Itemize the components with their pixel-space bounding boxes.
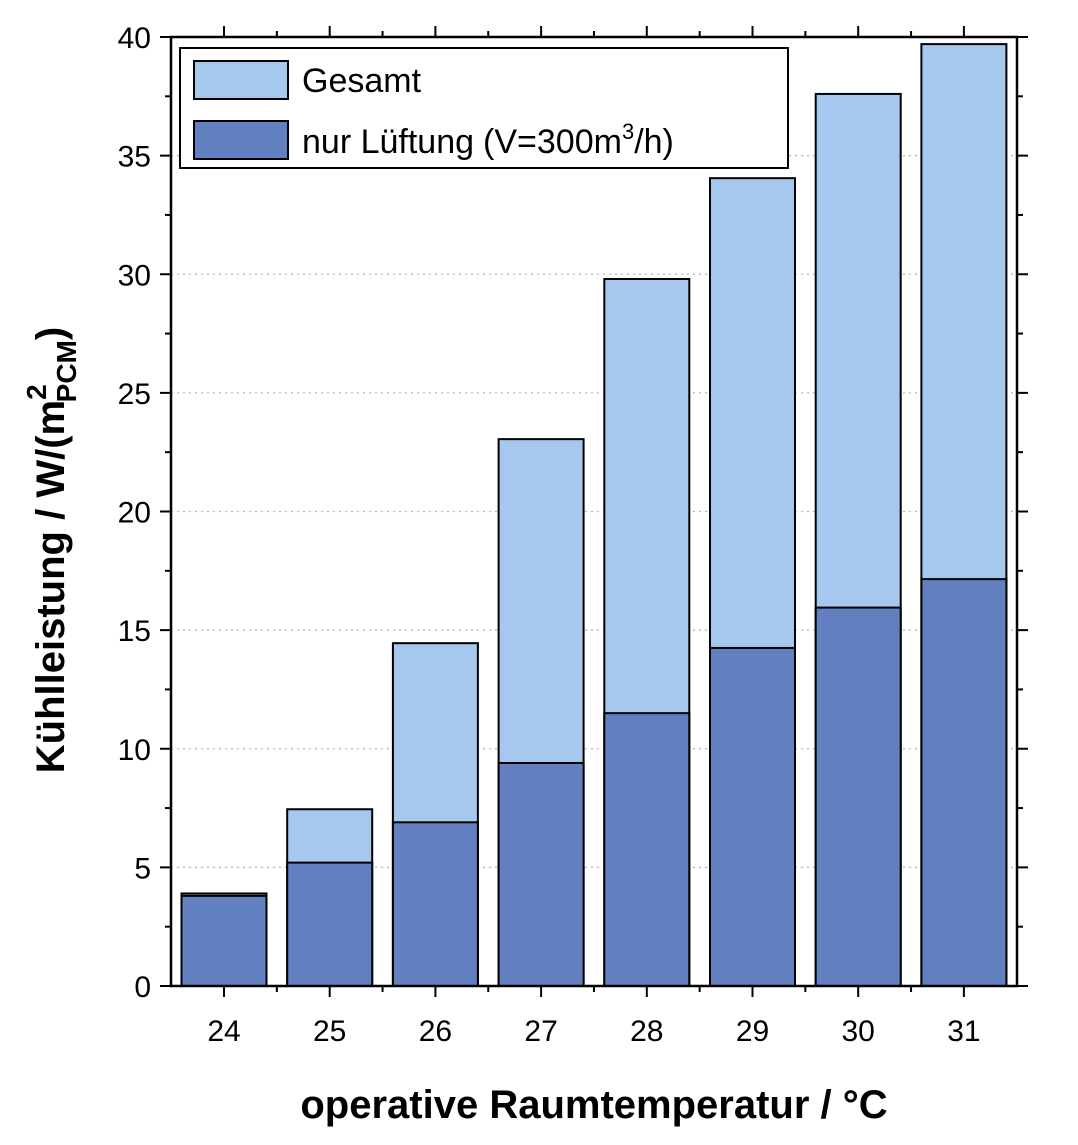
y-axis-title-sub: PCM xyxy=(51,340,82,402)
y-tick-label-20: 20 xyxy=(118,497,151,530)
legend-swatch-gesamt xyxy=(193,60,289,100)
y-axis-title-sup: 2 xyxy=(21,384,52,400)
bar-series1-31 xyxy=(920,578,1008,988)
y-axis-title-end: ) xyxy=(29,327,73,340)
y-tick-label-40: 40 xyxy=(118,22,151,55)
x-tick-label-25: 25 xyxy=(313,1015,346,1048)
bar-series1-24 xyxy=(180,894,268,987)
legend-label-nur-lueftung: nur Lüftung (V=300m3/h) xyxy=(302,119,674,161)
legend-swatch-nur-lueftung xyxy=(193,120,289,160)
legend-label-nur-lueftung-sup: 3 xyxy=(622,119,634,144)
legend-label-nur-lueftung-name: nur Lüftung xyxy=(302,123,474,161)
y-tick-label-0: 0 xyxy=(134,971,151,1004)
x-axis-title: operative Raumtemperatur / °C xyxy=(300,1083,887,1127)
legend: Gesamt nur Lüftung (V=300m3/h) xyxy=(179,47,789,169)
y-tick-label-5: 5 xyxy=(134,852,151,885)
x-tick-label-30: 30 xyxy=(842,1015,875,1048)
ticks: 0 5 10 15 20 25 30 35 40 24 25 26 27 28 29 30 31 xyxy=(118,22,1028,1048)
y-tick-label-10: 10 xyxy=(118,734,151,767)
y-axis-title-main: Kühlleistung / W/(m xyxy=(29,400,73,773)
y-tick-label-15: 15 xyxy=(118,615,151,648)
bar-series1-28 xyxy=(603,712,691,987)
legend-label-nur-lueftung-suffix: (V=300m xyxy=(483,123,622,161)
bar-series1-27 xyxy=(497,761,585,987)
legend-label-gesamt: Gesamt xyxy=(302,62,422,100)
y-tick-label-25: 25 xyxy=(118,378,151,411)
y-axis-title: Kühlleistung / W/(m2PCM) xyxy=(21,327,82,773)
bar-series1-30 xyxy=(814,606,902,987)
x-tick-label-26: 26 xyxy=(419,1015,452,1048)
x-tick-label-24: 24 xyxy=(207,1015,240,1048)
x-tick-label-31: 31 xyxy=(947,1015,980,1048)
bar-series1-25 xyxy=(286,861,374,988)
legend-label-nur-lueftung-end: /h) xyxy=(634,123,674,161)
x-tick-label-27: 27 xyxy=(524,1015,557,1048)
x-tick-label-29: 29 xyxy=(736,1015,769,1048)
y-tick-label-35: 35 xyxy=(118,141,151,174)
bars xyxy=(180,43,1008,988)
bar-series1-26 xyxy=(391,821,479,987)
bar-series1-29 xyxy=(709,646,796,987)
x-tick-label-28: 28 xyxy=(630,1015,663,1048)
y-tick-label-30: 30 xyxy=(118,259,151,292)
